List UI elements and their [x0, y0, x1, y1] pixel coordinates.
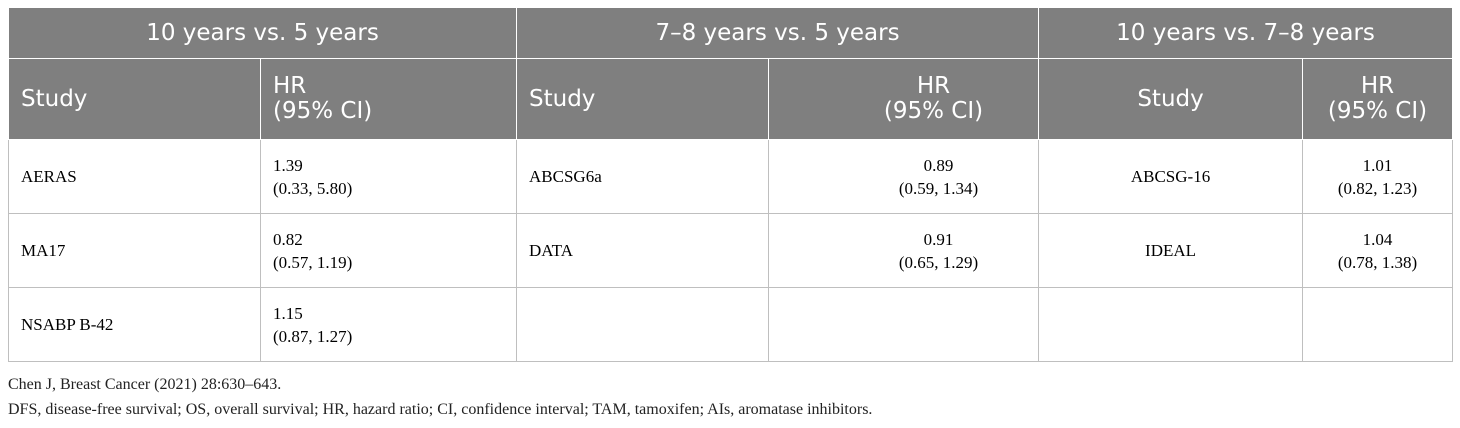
hr-header-line1: HR — [1360, 73, 1395, 99]
ci-value: (0.82, 1.23) — [1337, 178, 1418, 198]
hr-value: 1.39 — [273, 155, 303, 175]
table-row: NSABP B-42 1.15 (0.87, 1.27) — [8, 287, 1454, 362]
hr-cell: 1.04 (0.78, 1.38) — [1302, 213, 1454, 288]
hr-value: 0.89 — [923, 155, 954, 175]
hr-value: 0.91 — [923, 229, 954, 249]
hr-header-line2: (95% CI) — [273, 98, 373, 124]
ci-value: (0.65, 1.29) — [898, 252, 979, 272]
group-header-10-vs-7-8: 10 years vs. 7–8 years — [1038, 7, 1454, 59]
hr-header-line1: HR — [273, 73, 307, 99]
hr-value: 1.04 — [1362, 229, 1393, 249]
study-cell-empty — [1038, 287, 1304, 362]
study-cell-empty — [516, 287, 770, 362]
ci-value: (0.87, 1.27) — [273, 326, 353, 346]
study-header: Study — [1038, 58, 1304, 140]
ci-value: (0.33, 5.80) — [273, 178, 353, 198]
study-cell: DATA — [516, 213, 770, 288]
hr-header-line2: (95% CI) — [1327, 98, 1428, 124]
table-row: AERAS 1.39 (0.33, 5.80) ABCSG6a 0.89 (0.59… — [8, 139, 1454, 214]
hr-cell: 1.01 (0.82, 1.23) — [1302, 139, 1454, 214]
group-header-row: 10 years vs. 5 years 7–8 years vs. 5 yea… — [7, 7, 1454, 59]
study-cell: ABCSG6a — [516, 139, 770, 214]
citation-footnote: Chen J, Breast Cancer (2021) 28:630–643. — [8, 376, 282, 393]
hr-header: HR (95% CI) — [768, 58, 1040, 140]
hr-value: 1.01 — [1362, 155, 1393, 175]
study-cell: AERAS — [8, 139, 261, 214]
hr-cell: 1.39 (0.33, 5.80) — [259, 139, 518, 214]
abbreviations-footnote: DFS, disease-free survival; OS, overall … — [8, 401, 873, 418]
study-header: Study — [516, 58, 770, 140]
hr-header-line2: (95% CI) — [883, 98, 984, 124]
table-row: MA17 0.82 (0.57, 1.19) DATA 0.91 (0.65, 1.… — [8, 213, 1454, 288]
hr-header-line1: HR — [916, 73, 951, 99]
ci-value: (0.78, 1.38) — [1337, 252, 1418, 272]
study-header: Study — [8, 58, 261, 140]
hr-comparison-table: 10 years vs. 5 years 7–8 years vs. 5 yea… — [7, 7, 1454, 362]
hr-cell: 1.15 (0.87, 1.27) — [259, 287, 518, 362]
hr-header: HR (95% CI) — [259, 58, 518, 140]
study-cell: NSABP B-42 — [8, 287, 261, 362]
hr-value: 1.15 — [273, 303, 303, 323]
hr-cell: 0.91 (0.65, 1.29) — [768, 213, 1040, 288]
hr-cell: 0.89 (0.59, 1.34) — [768, 139, 1040, 214]
ci-value: (0.57, 1.19) — [273, 252, 353, 272]
hr-header: HR (95% CI) — [1302, 58, 1454, 140]
ci-value: (0.59, 1.34) — [898, 178, 979, 198]
study-cell: MA17 — [8, 213, 261, 288]
hr-cell: 0.82 (0.57, 1.19) — [259, 213, 518, 288]
hr-cell-empty — [768, 287, 1040, 362]
hr-comparison-table-container: 10 years vs. 5 years 7–8 years vs. 5 yea… — [7, 7, 1454, 362]
group-header-7-8-vs-5: 7–8 years vs. 5 years — [516, 7, 1040, 59]
hr-cell-empty — [1302, 287, 1454, 362]
study-cell: ABCSG-16 — [1038, 139, 1304, 214]
study-cell: IDEAL — [1038, 213, 1304, 288]
column-header-row: Study HR (95% CI) Study HR (95% CI) Study … — [8, 58, 1454, 140]
hr-value: 0.82 — [273, 229, 303, 249]
group-header-10-vs-5: 10 years vs. 5 years — [7, 7, 518, 59]
